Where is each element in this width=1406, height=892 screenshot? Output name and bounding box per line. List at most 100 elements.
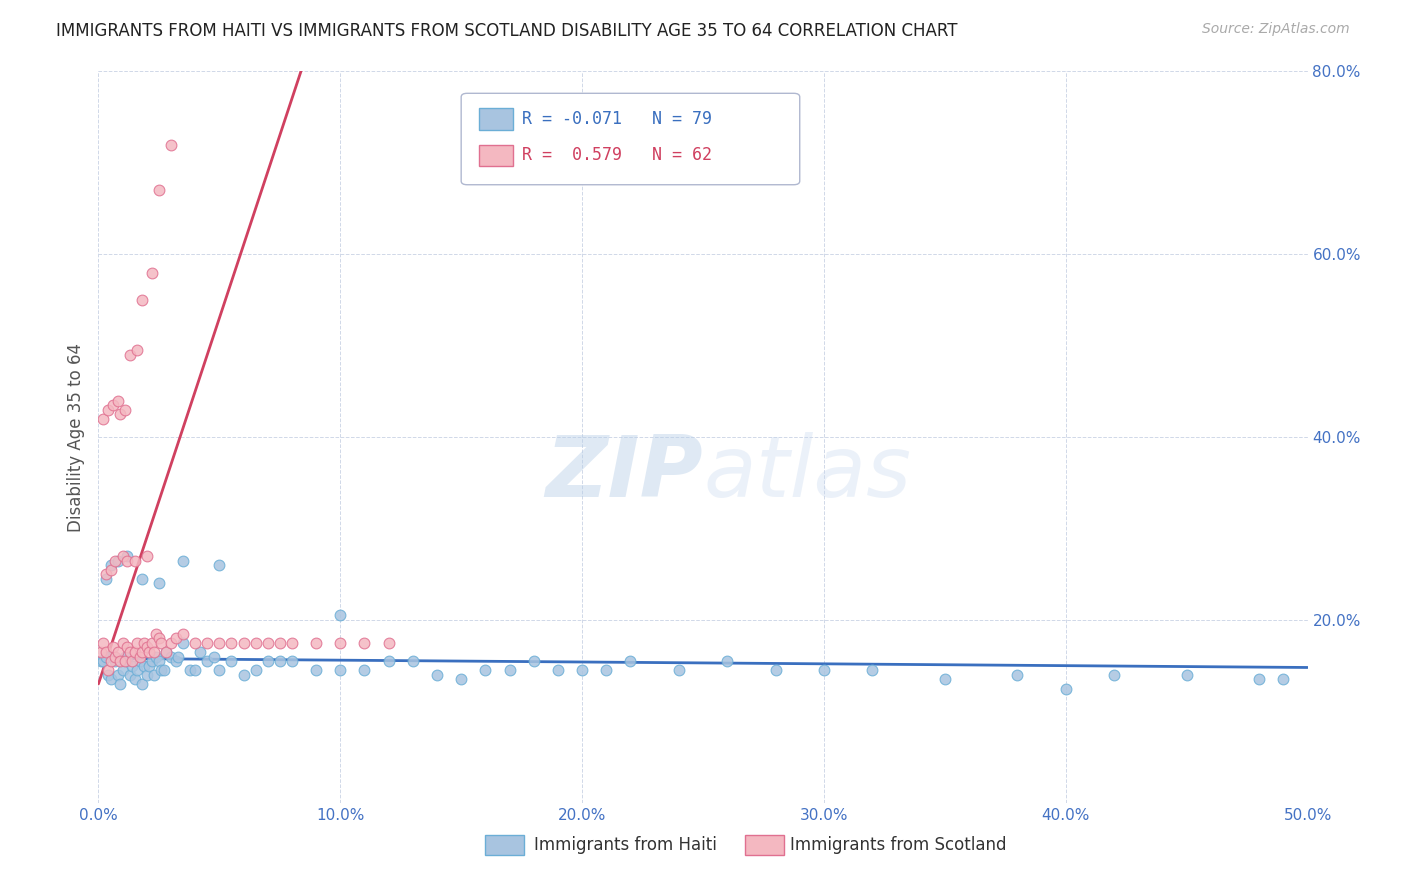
Point: [160, 649, 183, 664]
Point: [256, 654, 278, 668]
Point: [90, 654, 112, 668]
Point: [134, 636, 156, 650]
Point: [232, 667, 254, 681]
Point: [91, 412, 114, 426]
Point: [208, 558, 231, 573]
Point: [94, 649, 117, 664]
Text: Immigrants from Scotland: Immigrants from Scotland: [790, 836, 1007, 855]
Point: [377, 636, 399, 650]
Point: [152, 663, 174, 677]
Point: [111, 636, 134, 650]
Point: [221, 636, 243, 650]
FancyBboxPatch shape: [485, 835, 524, 855]
Point: [167, 649, 190, 664]
Point: [127, 343, 149, 358]
Point: [208, 663, 231, 677]
Point: [100, 558, 122, 573]
Point: [934, 673, 956, 687]
Point: [135, 640, 157, 655]
Point: [329, 663, 352, 677]
Point: [138, 658, 160, 673]
Point: [353, 663, 375, 677]
Point: [131, 677, 153, 691]
Point: [121, 658, 143, 673]
Point: [208, 636, 231, 650]
Point: [108, 677, 131, 691]
Point: [195, 636, 218, 650]
Point: [245, 663, 267, 677]
FancyBboxPatch shape: [479, 145, 513, 167]
Point: [813, 663, 835, 677]
Point: [114, 402, 136, 417]
Point: [90, 645, 112, 659]
Point: [117, 640, 139, 655]
Point: [118, 645, 141, 659]
Point: [104, 649, 127, 664]
Point: [114, 649, 136, 664]
Point: [571, 663, 593, 677]
Point: [134, 658, 156, 673]
Point: [131, 645, 153, 659]
Point: [523, 654, 546, 668]
Point: [94, 567, 117, 582]
Point: [1272, 673, 1295, 687]
Point: [547, 663, 569, 677]
Point: [143, 667, 166, 681]
Point: [450, 673, 472, 687]
Point: [124, 645, 146, 659]
Point: [128, 654, 150, 668]
Point: [141, 636, 163, 650]
Point: [204, 649, 226, 664]
Point: [150, 636, 173, 650]
Point: [165, 654, 187, 668]
Point: [595, 663, 617, 677]
Point: [101, 649, 124, 664]
Point: [118, 348, 141, 362]
Point: [100, 654, 122, 668]
Point: [104, 553, 127, 567]
Point: [107, 645, 129, 659]
Point: [107, 393, 129, 408]
Point: [117, 553, 139, 567]
Point: [860, 663, 883, 677]
Point: [172, 626, 194, 640]
Point: [160, 137, 183, 152]
Point: [148, 654, 170, 668]
Point: [101, 398, 124, 412]
Point: [141, 654, 163, 668]
Point: [172, 553, 194, 567]
Point: [111, 549, 134, 563]
Point: [329, 608, 352, 623]
Point: [172, 636, 194, 650]
Point: [108, 407, 131, 421]
Point: [94, 572, 117, 586]
Point: [1175, 667, 1198, 681]
Point: [124, 553, 146, 567]
Point: [117, 549, 139, 563]
Point: [121, 654, 143, 668]
Point: [165, 632, 187, 646]
Point: [269, 636, 291, 650]
Point: [256, 636, 278, 650]
Point: [1249, 673, 1271, 687]
Point: [104, 654, 127, 668]
Point: [232, 636, 254, 650]
Point: [108, 654, 131, 668]
Point: [498, 663, 520, 677]
Point: [145, 626, 167, 640]
Point: [94, 645, 117, 659]
Point: [91, 654, 114, 668]
Point: [131, 572, 153, 586]
Point: [135, 667, 157, 681]
Point: [138, 645, 160, 659]
Point: [155, 645, 177, 659]
FancyBboxPatch shape: [745, 835, 785, 855]
Point: [97, 667, 120, 681]
Point: [179, 663, 201, 677]
Point: [117, 654, 139, 668]
Point: [155, 645, 177, 659]
FancyBboxPatch shape: [461, 94, 800, 185]
Text: IMMIGRANTS FROM HAITI VS IMMIGRANTS FROM SCOTLAND DISABILITY AGE 35 TO 64 CORREL: IMMIGRANTS FROM HAITI VS IMMIGRANTS FROM…: [56, 22, 957, 40]
Point: [426, 667, 449, 681]
FancyBboxPatch shape: [479, 108, 513, 130]
